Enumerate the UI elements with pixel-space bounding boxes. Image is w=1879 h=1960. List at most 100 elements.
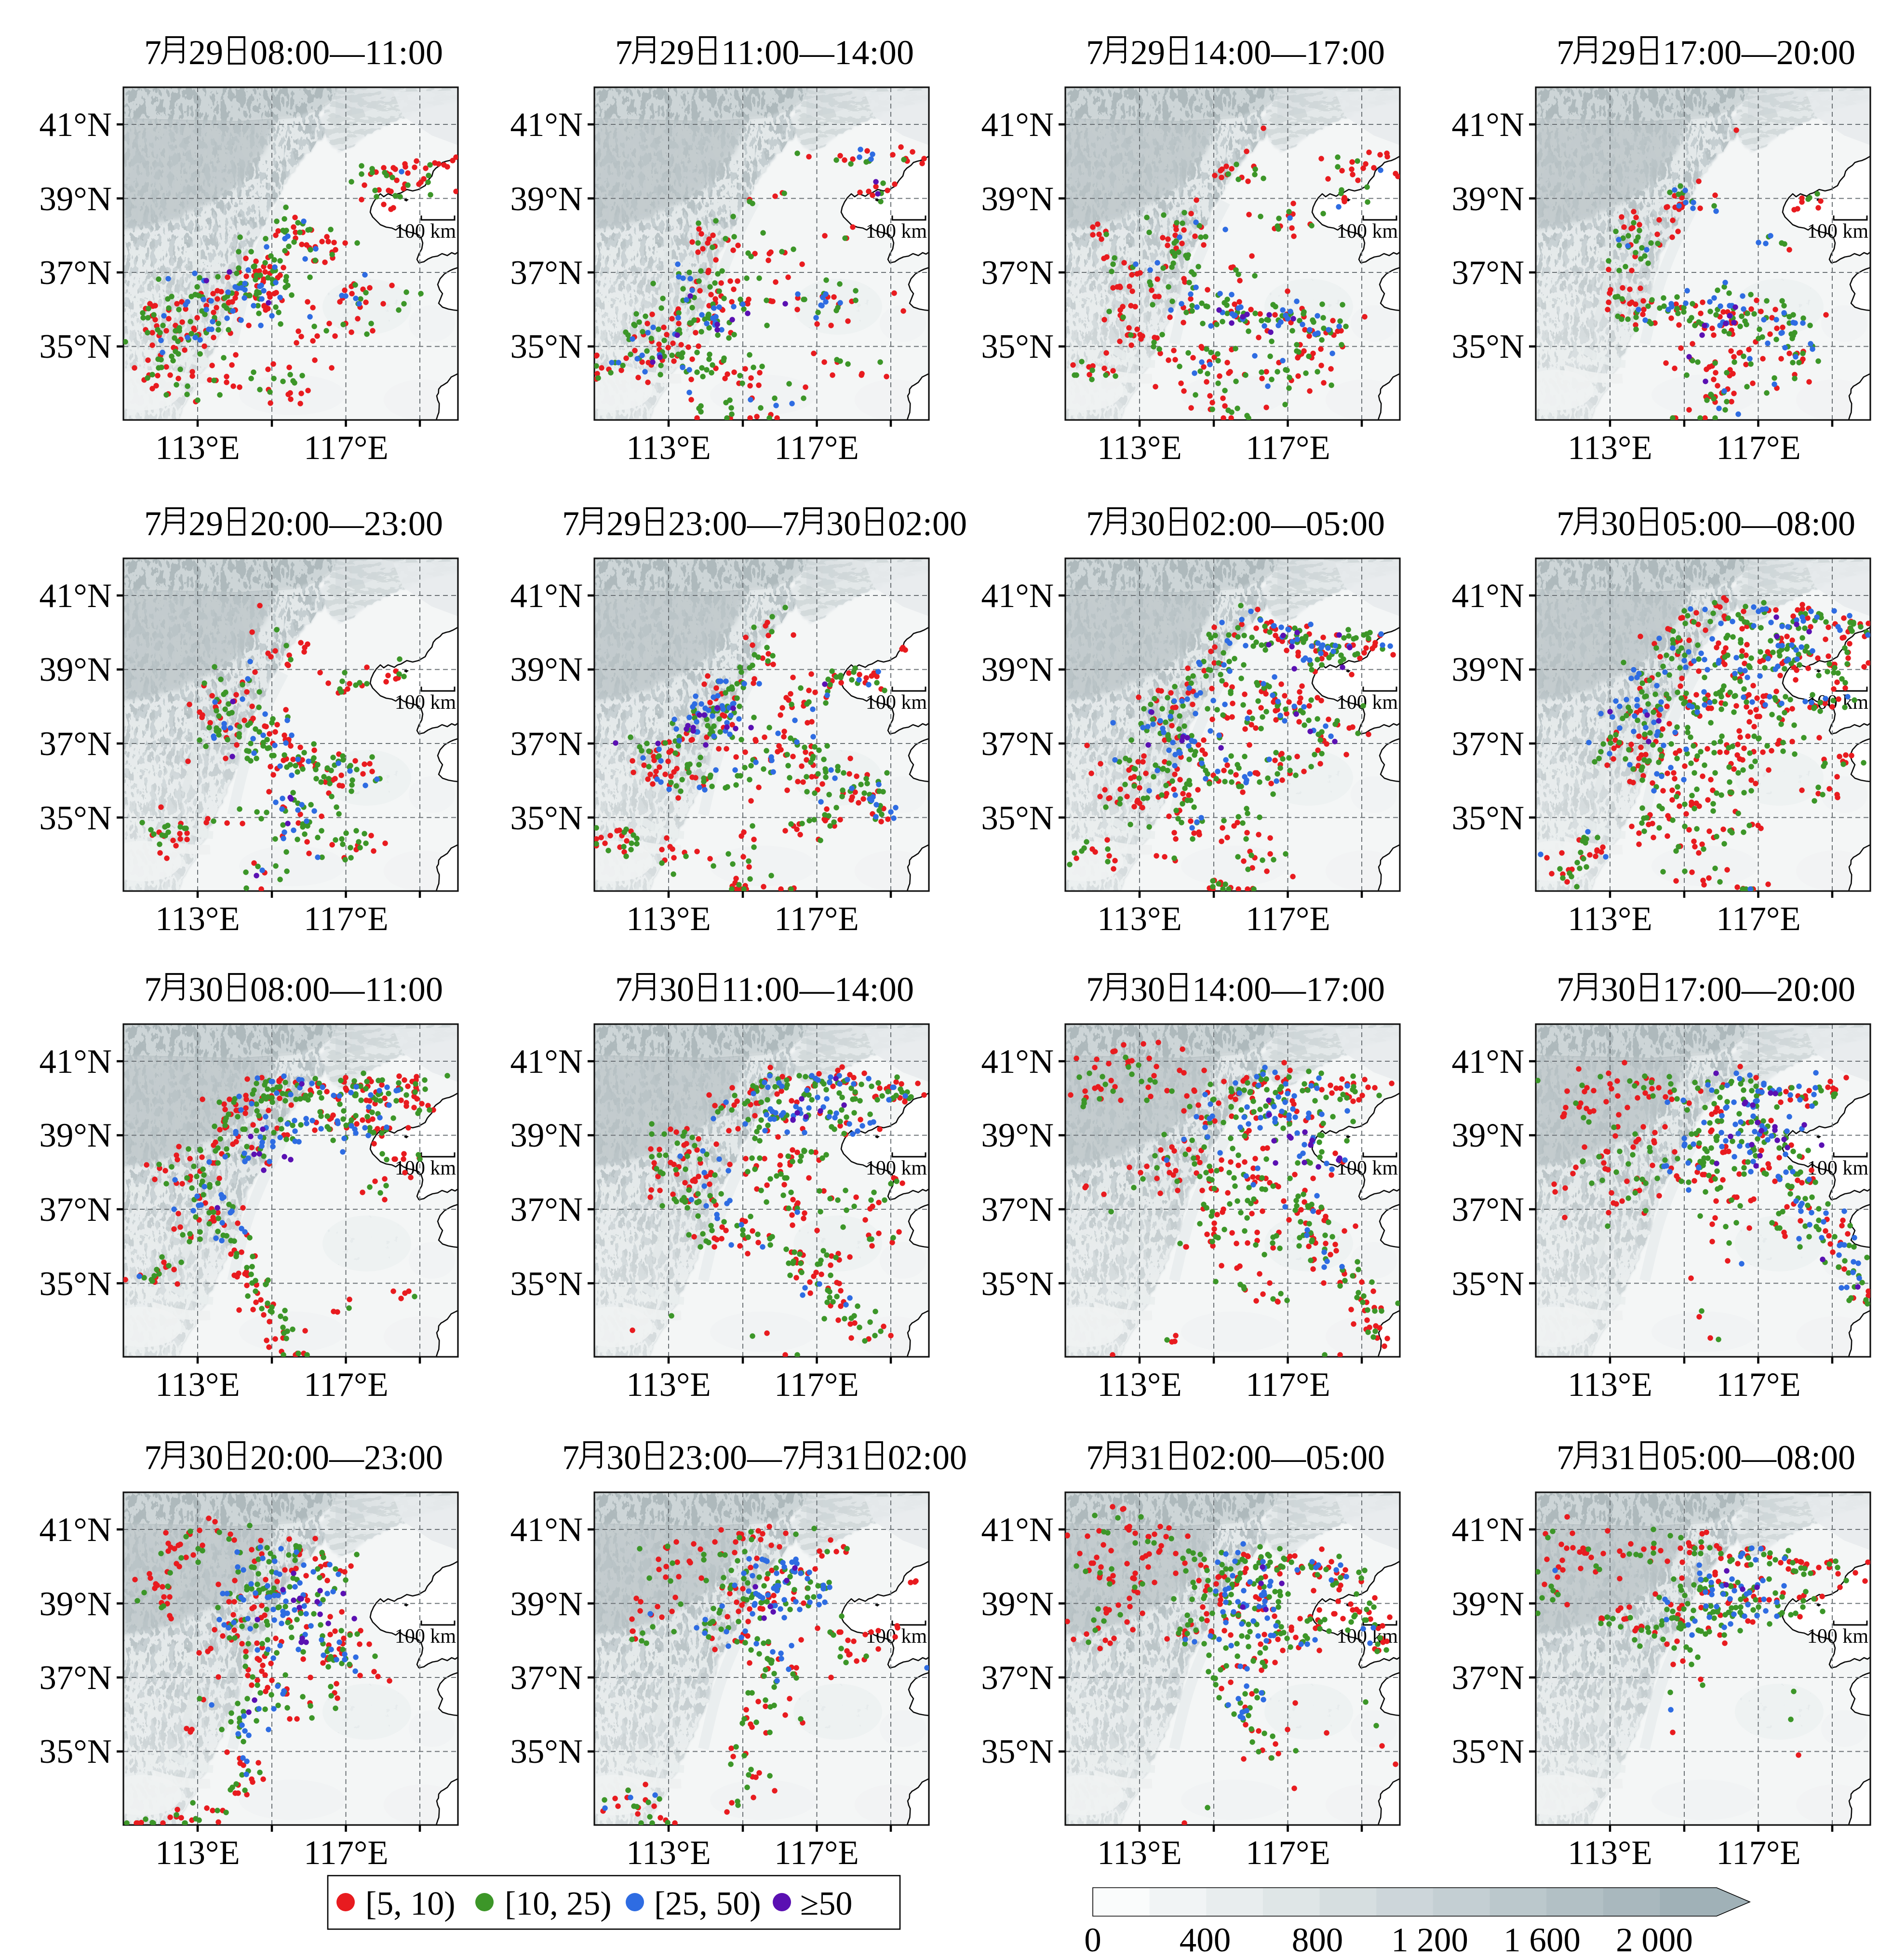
svg-text:113°E: 113°E	[1097, 1366, 1182, 1404]
svg-text:7: 7	[562, 504, 579, 543]
svg-text:37°N: 37°N	[39, 254, 112, 292]
svg-text:37°N: 37°N	[510, 725, 583, 763]
svg-text:30: 30	[1601, 504, 1636, 543]
svg-text:41°N: 41°N	[981, 1511, 1054, 1549]
svg-text:7: 7	[144, 970, 161, 1009]
svg-text:7: 7	[1557, 33, 1574, 72]
svg-text:41°N: 41°N	[981, 1043, 1054, 1081]
svg-text:7: 7	[1086, 504, 1103, 543]
svg-text:35°N: 35°N	[510, 328, 583, 365]
svg-text:35°N: 35°N	[1451, 1733, 1524, 1771]
svg-text:20:00—23:00: 20:00—23:00	[250, 1438, 443, 1477]
svg-text:≥50: ≥50	[800, 1885, 852, 1922]
svg-text:29: 29	[659, 33, 694, 72]
svg-text:39°N: 39°N	[981, 180, 1054, 218]
svg-text:20:00—23:00: 20:00—23:00	[250, 504, 443, 543]
svg-text:7: 7	[144, 33, 161, 72]
svg-text:117°E: 117°E	[1246, 900, 1330, 938]
svg-text:37°N: 37°N	[1451, 1191, 1524, 1229]
svg-text:41°N: 41°N	[39, 1043, 112, 1081]
svg-text:37°N: 37°N	[510, 1191, 583, 1229]
svg-text:08:00—11:00: 08:00—11:00	[250, 970, 443, 1009]
svg-text:37°N: 37°N	[510, 254, 583, 292]
svg-text:39°N: 39°N	[510, 1585, 583, 1623]
svg-text:41°N: 41°N	[981, 577, 1054, 615]
svg-text:113°E: 113°E	[155, 1834, 240, 1872]
svg-text:30: 30	[659, 970, 694, 1009]
svg-text:41°N: 41°N	[981, 106, 1054, 144]
svg-text:113°E: 113°E	[1097, 429, 1182, 467]
svg-text:41°N: 41°N	[1451, 1511, 1524, 1549]
svg-text:30: 30	[606, 1438, 641, 1477]
svg-text:[5, 10): [5, 10)	[365, 1885, 456, 1922]
svg-text:11:00—14:00: 11:00—14:00	[721, 33, 914, 72]
svg-text:113°E: 113°E	[626, 429, 711, 467]
svg-text:117°E: 117°E	[304, 900, 389, 938]
svg-text:35°N: 35°N	[39, 799, 112, 837]
svg-text:30: 30	[826, 504, 861, 543]
svg-text:7: 7	[1086, 1438, 1103, 1477]
svg-text:41°N: 41°N	[39, 106, 112, 144]
svg-text:117°E: 117°E	[1716, 900, 1801, 938]
svg-text:35°N: 35°N	[39, 328, 112, 365]
svg-text:1 600: 1 600	[1503, 1921, 1581, 1959]
svg-text:14:00—17:00: 14:00—17:00	[1192, 33, 1385, 72]
svg-text:41°N: 41°N	[510, 1511, 583, 1549]
svg-text:113°E: 113°E	[1097, 900, 1182, 938]
svg-text:39°N: 39°N	[39, 1585, 112, 1623]
svg-text:02:00: 02:00	[888, 1438, 967, 1477]
svg-text:29: 29	[188, 33, 223, 72]
svg-text:23:00—7: 23:00—7	[668, 504, 799, 543]
svg-text:113°E: 113°E	[1097, 1834, 1182, 1872]
svg-text:14:00—17:00: 14:00—17:00	[1192, 970, 1385, 1009]
svg-text:7: 7	[1557, 1438, 1574, 1477]
svg-text:113°E: 113°E	[1568, 429, 1652, 467]
svg-text:37°N: 37°N	[981, 254, 1054, 292]
svg-text:117°E: 117°E	[304, 429, 389, 467]
svg-text:29: 29	[1130, 33, 1165, 72]
svg-text:30: 30	[1130, 504, 1165, 543]
svg-text:37°N: 37°N	[39, 725, 112, 763]
svg-text:7: 7	[562, 1438, 579, 1477]
svg-text:113°E: 113°E	[1568, 900, 1652, 938]
svg-text:39°N: 39°N	[39, 180, 112, 218]
svg-text:05:00—08:00: 05:00—08:00	[1663, 1438, 1855, 1477]
svg-text:113°E: 113°E	[155, 429, 240, 467]
svg-text:39°N: 39°N	[39, 1117, 112, 1154]
svg-text:113°E: 113°E	[155, 1366, 240, 1404]
svg-text:7: 7	[1086, 970, 1103, 1009]
svg-text:35°N: 35°N	[510, 1733, 583, 1771]
svg-text:39°N: 39°N	[1451, 651, 1524, 689]
svg-text:41°N: 41°N	[510, 577, 583, 615]
svg-text:117°E: 117°E	[774, 900, 859, 938]
svg-text:39°N: 39°N	[1451, 1585, 1524, 1623]
svg-text:39°N: 39°N	[510, 180, 583, 218]
svg-text:37°N: 37°N	[39, 1659, 112, 1697]
svg-text:35°N: 35°N	[981, 1265, 1054, 1303]
svg-text:113°E: 113°E	[1568, 1366, 1652, 1404]
svg-text:31: 31	[1601, 1438, 1636, 1477]
svg-text:30: 30	[188, 1438, 223, 1477]
svg-text:41°N: 41°N	[39, 1511, 112, 1549]
svg-text:41°N: 41°N	[1451, 577, 1524, 615]
svg-text:39°N: 39°N	[510, 1117, 583, 1154]
svg-text:35°N: 35°N	[510, 799, 583, 837]
svg-text:2 000: 2 000	[1616, 1921, 1693, 1959]
svg-text:113°E: 113°E	[626, 1834, 711, 1872]
svg-text:117°E: 117°E	[774, 1366, 859, 1404]
svg-text:117°E: 117°E	[1716, 1834, 1801, 1872]
svg-text:37°N: 37°N	[981, 1659, 1054, 1697]
svg-text:1 200: 1 200	[1391, 1921, 1468, 1959]
svg-text:30: 30	[1130, 970, 1165, 1009]
svg-text:117°E: 117°E	[1246, 1834, 1330, 1872]
svg-text:37°N: 37°N	[1451, 1659, 1524, 1697]
svg-text:113°E: 113°E	[626, 1366, 711, 1404]
svg-text:800: 800	[1292, 1921, 1343, 1959]
svg-text:37°N: 37°N	[510, 1659, 583, 1697]
svg-text:117°E: 117°E	[1716, 429, 1801, 467]
svg-text:39°N: 39°N	[981, 1585, 1054, 1623]
svg-text:39°N: 39°N	[981, 1117, 1054, 1154]
svg-text:35°N: 35°N	[981, 1733, 1054, 1771]
svg-text:05:00—08:00: 05:00—08:00	[1663, 504, 1855, 543]
svg-text:35°N: 35°N	[510, 1265, 583, 1303]
